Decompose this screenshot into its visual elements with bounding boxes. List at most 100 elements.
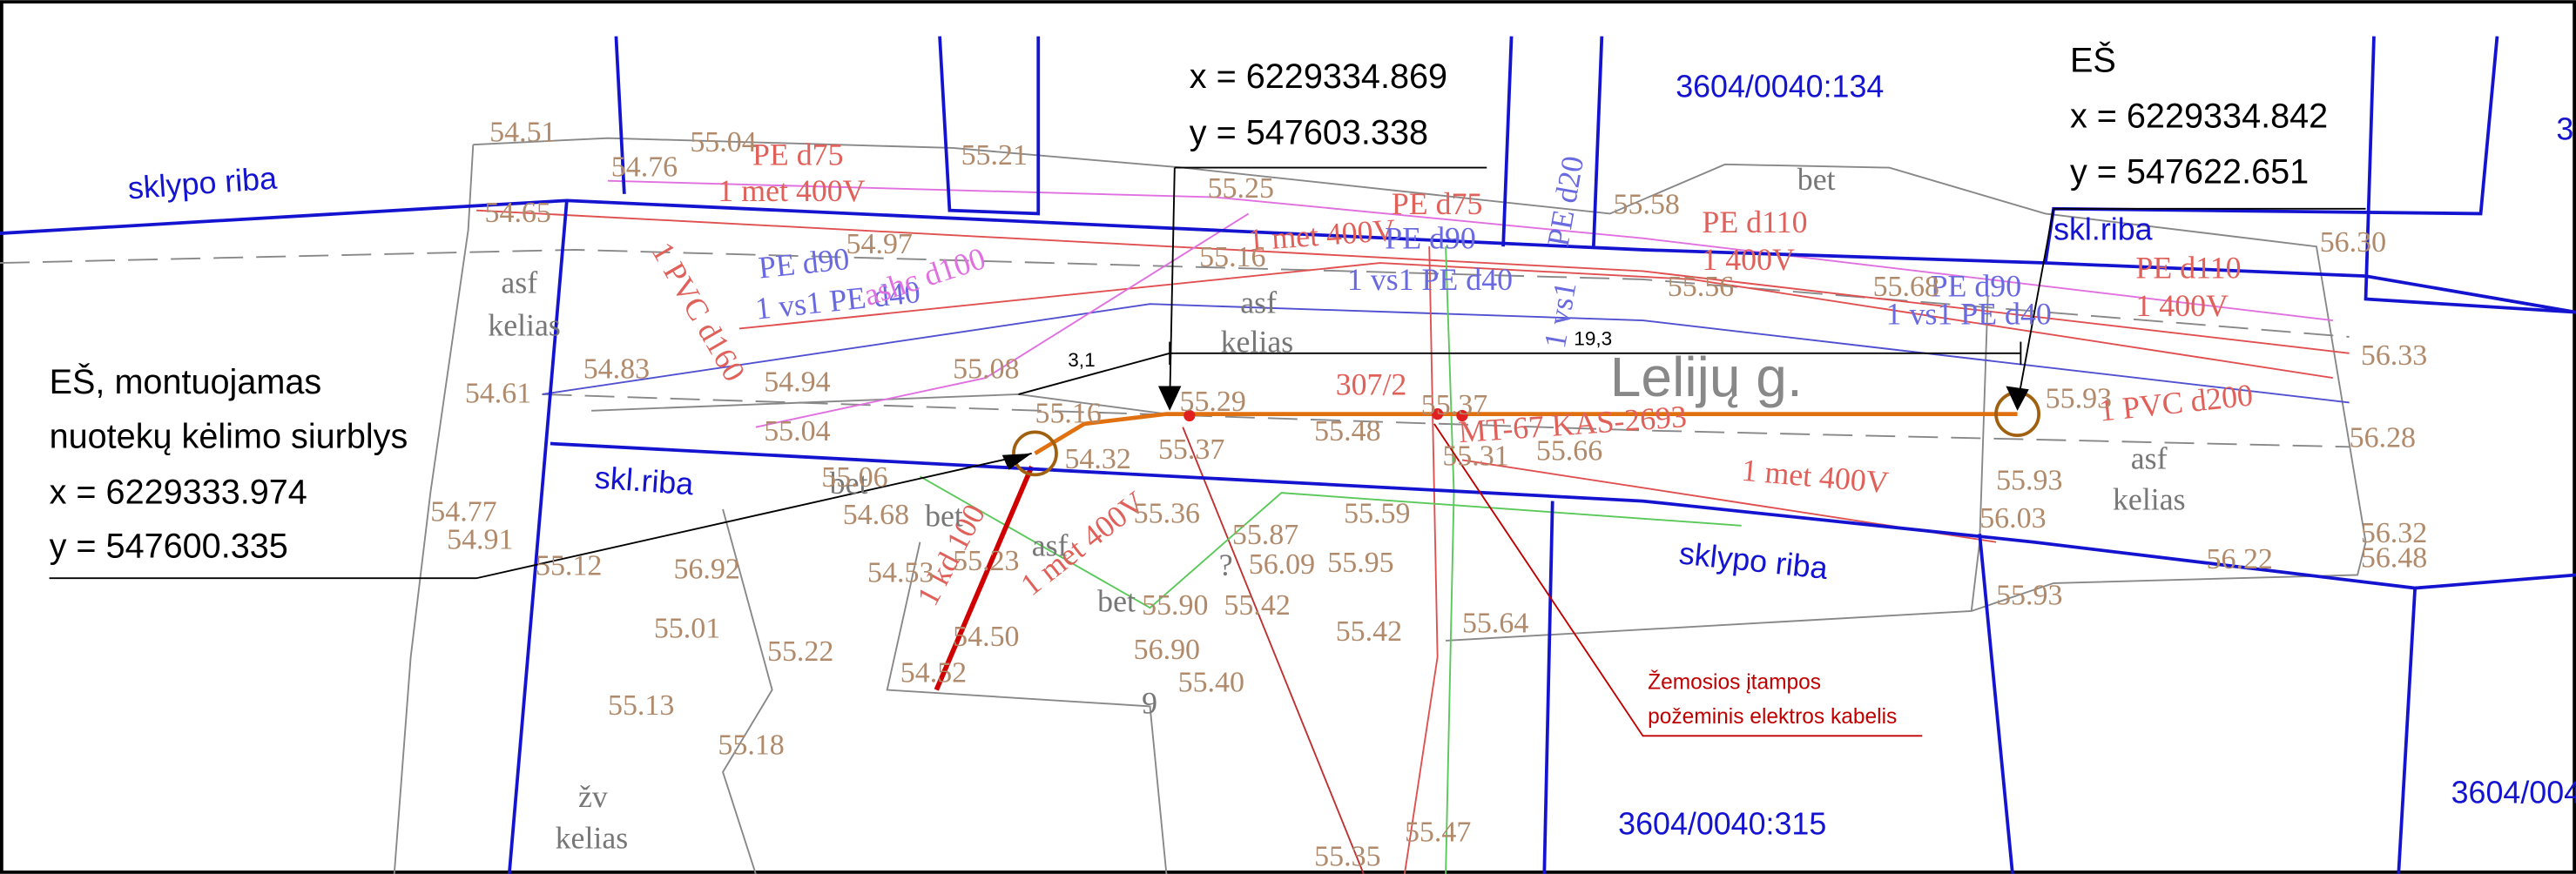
coordinate-annotation: y = 547600.335 [50, 528, 288, 566]
elevation-label: 56.09 [1249, 548, 1315, 581]
dimension-label: 3,1 [1068, 349, 1095, 371]
utility-label: 1 vs1 PE d40 [1347, 262, 1513, 297]
surface-label: asf [1032, 528, 1069, 562]
elevation-label: 54.94 [764, 366, 830, 398]
elevation-label: 55.93 [1996, 580, 2062, 612]
elevation-label: 55.36 [1134, 497, 1200, 529]
parcel-number: 3604/0040:134 [1676, 70, 1884, 104]
elevation-label: 55.42 [1224, 589, 1290, 622]
elevation-label: 55.48 [1314, 415, 1380, 447]
utility-label: 1 PVC d160 [645, 236, 752, 387]
elevation-label: 56.48 [2361, 541, 2427, 574]
boundary-label: sklypo riba [1677, 535, 1830, 586]
surface-label: žv [578, 779, 608, 814]
utility-label: PE d75 [752, 138, 844, 172]
elevation-label: 55.01 [654, 612, 720, 644]
elevation-label: 55.16 [1199, 241, 1265, 273]
elevation-label: 55.22 [767, 635, 833, 668]
elevation-label: 55.37 [1421, 389, 1487, 421]
parcel-number: 3 [2556, 112, 2573, 147]
elevation-label: 54.83 [583, 353, 650, 385]
elevation-label: 56.30 [2320, 226, 2386, 259]
elevation-label: 55.87 [1232, 519, 1298, 551]
surface-label: kelias [2113, 482, 2186, 517]
surface-label: kelias [488, 308, 561, 343]
elevation-label: 54.50 [953, 621, 1019, 653]
surface-label: 9 [1142, 686, 1157, 721]
elevation-label: 55.29 [1179, 386, 1245, 418]
boundary-label: skl.riba [2053, 212, 2153, 247]
coordinate-annotation: EŠ [2070, 41, 2116, 79]
elevation-label: 55.23 [953, 545, 1019, 577]
surface-label: bet [925, 499, 963, 534]
elevation-label: 56.90 [1134, 634, 1200, 666]
surface-label: kelias [556, 820, 629, 855]
elevation-label: 55.47 [1405, 816, 1471, 848]
elevation-label: 55.04 [764, 415, 830, 447]
utility-label: 1 met 400V [1247, 212, 1397, 258]
utility-label: 1 400V [2135, 288, 2229, 323]
elevation-label: 56.22 [2207, 543, 2273, 575]
map: x = 6229334.869 y = 547603.338 EŠ x = 62293… [0, 0, 2576, 874]
elevation-label: 55.59 [1344, 497, 1410, 529]
elevation-label: 54.68 [843, 499, 909, 531]
elevation-label: 55.21 [961, 139, 1028, 171]
elevation-label: 55.35 [1314, 841, 1380, 873]
surface-label: bet [1797, 162, 1836, 197]
street-name: Lelijų g. [1610, 346, 1803, 408]
coordinate-annotation: y = 547622.651 [2070, 153, 2309, 192]
coordinate-annotation: x = 6229333.974 [50, 473, 307, 511]
coordinate-annotation: nuotekų kėlimo siurblys [50, 417, 408, 455]
cable-note: Žemosios įtampos [1648, 670, 1821, 694]
elevation-label: 55.64 [1462, 608, 1528, 640]
elevation-label: 55.42 [1336, 615, 1402, 648]
surface-label: kelias [1221, 325, 1294, 360]
elevation-label: 55.90 [1142, 589, 1208, 622]
elevation-label: 55.37 [1158, 434, 1224, 466]
surface-label: asf [2131, 441, 2168, 476]
elevation-label: 55.31 [1442, 440, 1508, 472]
surface-label: asf [1240, 285, 1277, 319]
elevation-label: 55.18 [718, 729, 784, 761]
parcel-number: 3604/0040:315 [1618, 807, 1826, 842]
elevation-label: 54.53 [867, 556, 934, 588]
elevation-label: 55.95 [1327, 547, 1393, 579]
utility-label: PE d20 [1541, 153, 1591, 249]
elevation-label: 56.03 [1979, 502, 2046, 534]
elevation-label: 55.12 [536, 550, 602, 582]
elevation-label: 55.08 [953, 353, 1019, 385]
elevation-label: 54.32 [1064, 443, 1130, 475]
parcel-number: 3604/0040:2 [2451, 776, 2576, 810]
utility-label: PE d90 [1385, 221, 1476, 256]
elevation-label: 56.33 [2361, 340, 2427, 372]
elevation-label: 55.13 [608, 689, 674, 722]
coordinate-annotation: y = 547603.338 [1190, 113, 1428, 151]
elevation-label: 54.61 [465, 378, 531, 410]
coordinate-annotation: EŠ, montuojamas [50, 363, 322, 401]
boundary-label: skl.riba [594, 461, 695, 502]
utility-label: PE d90 [757, 241, 851, 286]
elevation-label: 55.04 [690, 126, 756, 158]
elevation-label: 54.76 [611, 151, 678, 183]
surface-label: bet [1097, 584, 1136, 619]
elevation-label: 55.16 [1035, 397, 1101, 429]
utility-label: 1 PVC d200 [2097, 377, 2254, 427]
coordinate-annotation: x = 6229334.842 [2070, 97, 2328, 135]
elevation-label: 56.92 [673, 553, 739, 585]
elevation-label: 55.25 [1208, 172, 1274, 205]
surface-label: ? [1219, 548, 1233, 582]
elevation-label: 54.65 [485, 197, 551, 229]
elevation-label: 56.28 [2350, 422, 2416, 454]
elevation-label: 55.06 [821, 461, 887, 494]
utility-label: PE d75 [1392, 186, 1483, 221]
elevation-label: 54.97 [846, 228, 913, 260]
coordinate-annotation: x = 6229334.869 [1190, 57, 1447, 96]
elevation-label: 54.91 [447, 524, 513, 556]
elevation-label: 55.66 [1536, 435, 1602, 467]
surface-label: asf [501, 266, 537, 300]
utility-label: 307/2 [1336, 367, 1407, 402]
elevation-label: 55.93 [2046, 382, 2112, 414]
elevation-label: 54.52 [900, 656, 967, 689]
utility-label: PE d110 [2135, 251, 2241, 286]
utility-label: 1 met 400V [1740, 453, 1890, 501]
